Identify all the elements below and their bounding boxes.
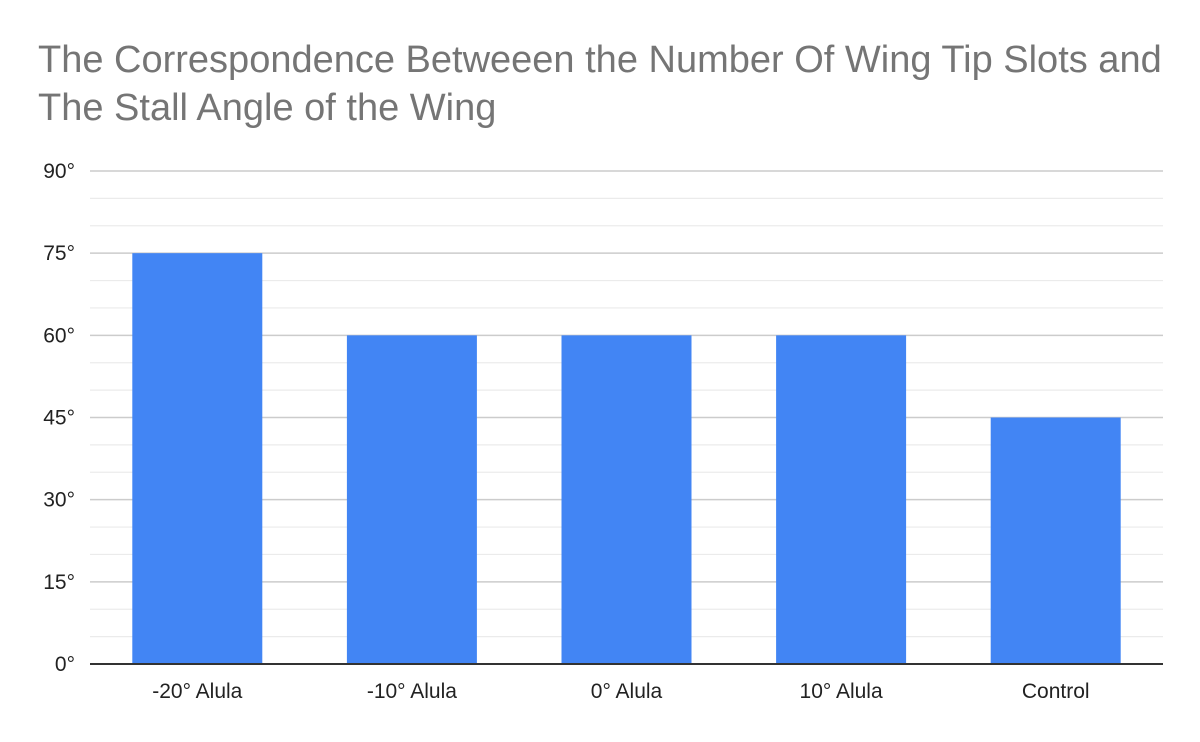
- bar: [132, 253, 263, 664]
- y-tick-label: 0°: [55, 653, 75, 676]
- x-tick-label: 10° Alula: [800, 680, 883, 703]
- bar: [990, 417, 1121, 664]
- y-tick-label: 90°: [43, 160, 75, 183]
- x-tick-label: Control: [1022, 680, 1090, 703]
- chart-title: The Correspondence Betweeen the Number O…: [38, 39, 1162, 129]
- x-axis-tick-labels: -20° Alula -10° Alula 0° Alula 10° Alula Con…: [152, 680, 1089, 703]
- bar: [776, 335, 907, 664]
- y-tick-label: 45°: [43, 407, 75, 430]
- x-tick-label: -10° Alula: [367, 680, 457, 703]
- bar: [346, 335, 477, 664]
- x-tick-label: 0° Alula: [591, 680, 663, 703]
- y-axis-tick-labels: 0° 15° 30° 45° 60° 75° 90°: [43, 160, 75, 676]
- y-tick-label: 30°: [43, 489, 75, 512]
- y-tick-label: 75°: [43, 242, 75, 265]
- x-tick-label: -20° Alula: [152, 680, 242, 703]
- y-tick-label: 60°: [43, 324, 75, 347]
- y-tick-label: 15°: [43, 571, 75, 594]
- bars: [132, 253, 1121, 664]
- bar: [561, 335, 692, 664]
